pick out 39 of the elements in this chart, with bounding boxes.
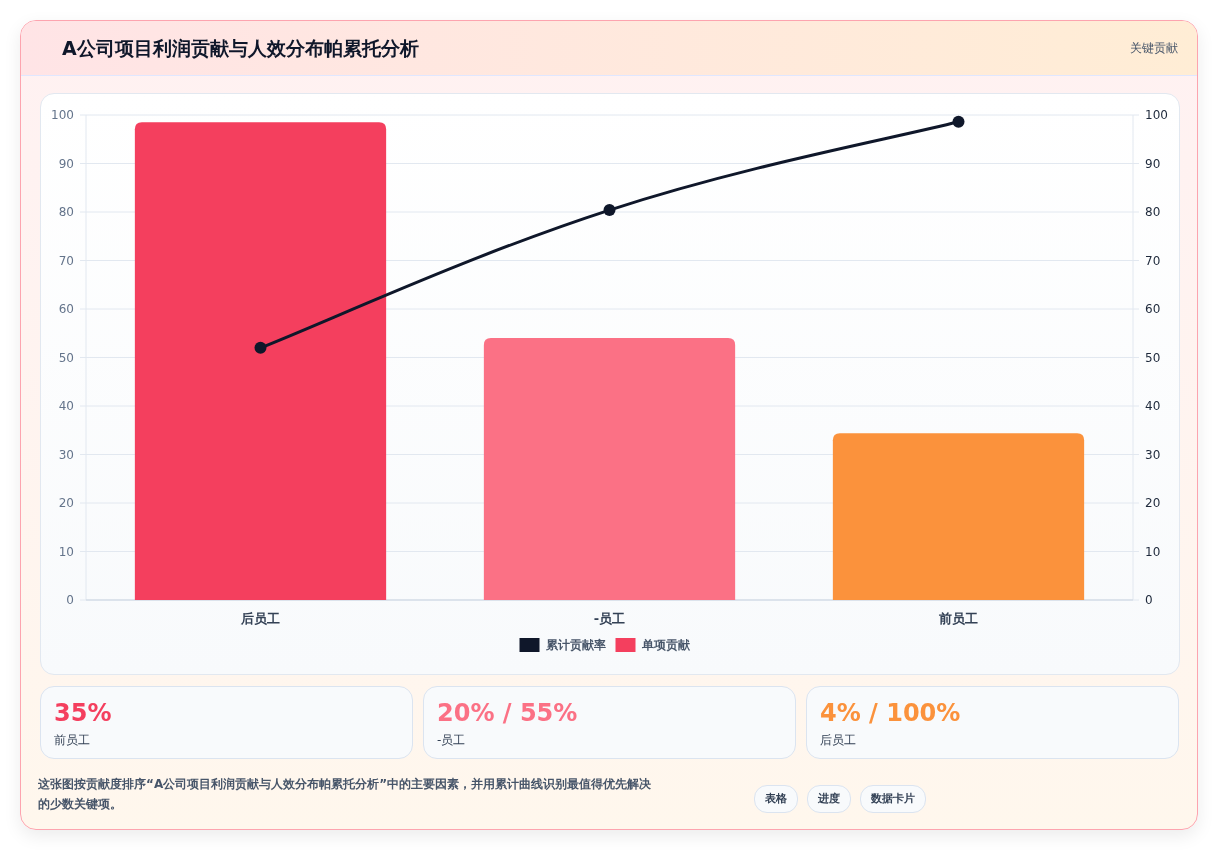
y2-tick-label: 60 <box>1145 302 1161 316</box>
text: 后员工 <box>820 732 856 749</box>
y2-tick-label: 80 <box>1145 205 1161 219</box>
text: 4% / 100% <box>820 699 961 727</box>
y-tick-label: 40 <box>58 399 74 413</box>
y2-tick-label: 0 <box>1145 593 1153 607</box>
text: 前员工 <box>54 732 90 749</box>
y-tick-label: 30 <box>58 447 74 462</box>
legend-label: 单项贡献 <box>640 638 691 652</box>
y2-tick-label: 100 <box>1145 108 1168 122</box>
y-tick-label: 50 <box>58 350 74 365</box>
y2-tick-label: 30 <box>1145 447 1161 462</box>
legend-label: 累计贡献率 <box>544 638 606 652</box>
y2-tick-label: 10 <box>1145 544 1161 559</box>
x-tick-label: 后员工 <box>240 611 280 626</box>
y2-tick-label: 40 <box>1145 399 1161 413</box>
chart-title: A公司项目利润贡献与人效分布帕累托分析 <box>62 36 419 61</box>
text: -员工 <box>437 732 466 749</box>
y2-tick-label: 90 <box>1145 156 1161 171</box>
text: 20% / 55% <box>437 699 578 727</box>
y-tick-label: 70 <box>58 253 74 268</box>
y-tick-label: 80 <box>58 205 74 219</box>
y-tick-label: 20 <box>58 496 74 510</box>
y2-tick-label: 50 <box>1145 350 1161 365</box>
x-tick-label: -员工 <box>593 611 626 626</box>
y-tick-label: 60 <box>58 302 74 316</box>
y-tick-label: 0 <box>66 593 74 607</box>
y-tick-label: 100 <box>51 108 74 122</box>
text: 进度 <box>807 785 851 813</box>
y2-tick-label: 20 <box>1145 496 1161 510</box>
y-tick-label: 90 <box>58 156 74 171</box>
text: 数据卡片 <box>860 785 926 813</box>
text: 表格 <box>754 785 798 813</box>
x-tick-label: 前员工 <box>938 611 978 626</box>
text: 35% <box>54 699 112 727</box>
text: 这张图按贡献度排序“A公司项目利润贡献与人效分布帕累托分析”中的主要因素，并用累计曲线识别最值得优先解决的少数关键项。 <box>38 776 653 813</box>
chart-subtitle: 关键贡献 <box>1130 40 1178 57</box>
y-tick-label: 10 <box>58 544 74 559</box>
y2-tick-label: 70 <box>1145 253 1161 268</box>
